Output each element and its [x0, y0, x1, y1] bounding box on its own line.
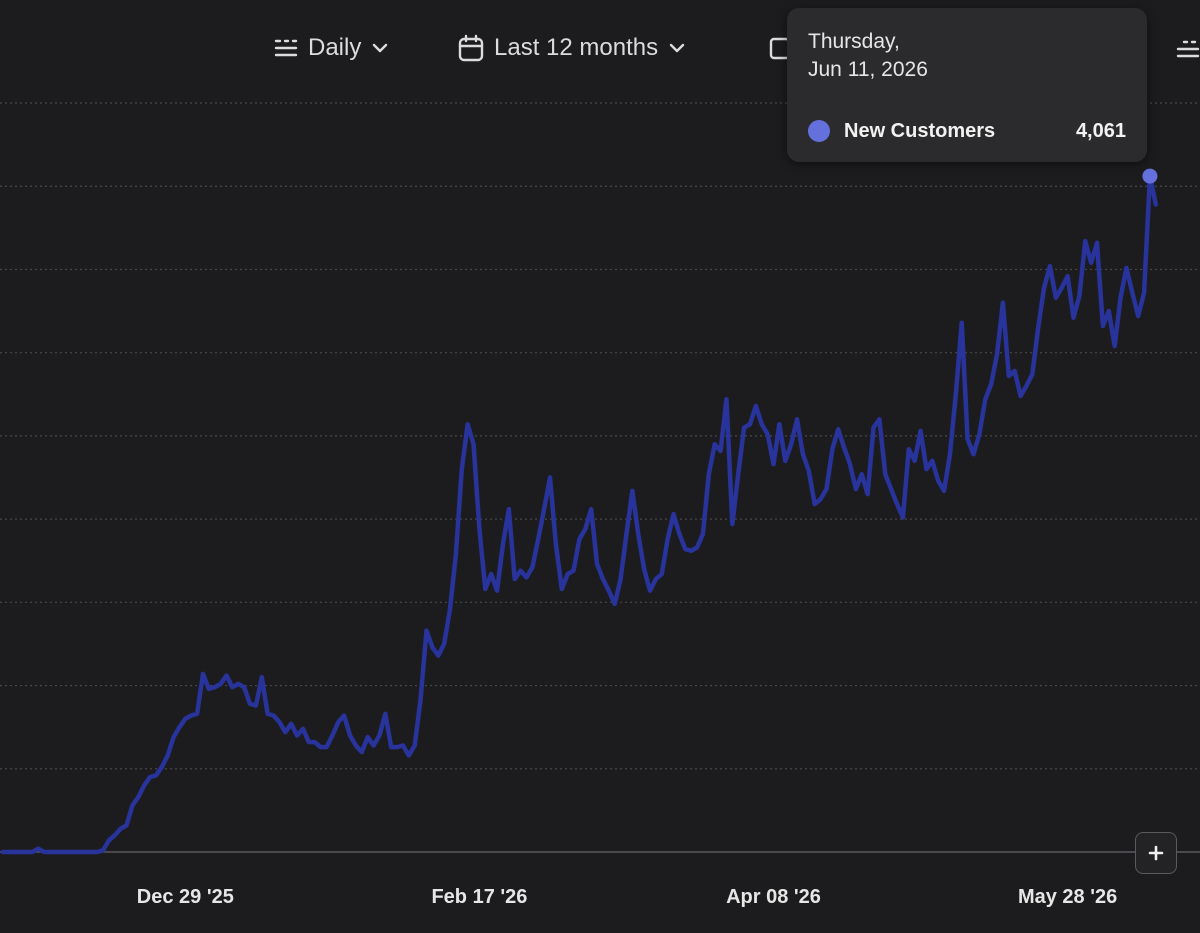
x-tick-label: May 28 '26	[1018, 886, 1117, 908]
x-tick-label: Dec 29 '25	[137, 886, 234, 908]
tooltip-series: New Customers	[844, 119, 996, 142]
hover-point	[1142, 168, 1158, 184]
tooltip-swatch	[808, 120, 830, 142]
chevron	[373, 43, 388, 53]
tooltip-date: Jun 11, 2026	[808, 58, 928, 81]
interval-label: Daily	[308, 34, 362, 61]
data-line	[0, 173, 1159, 855]
zoom-in-button[interactable]	[1135, 832, 1177, 874]
chevron	[669, 43, 685, 53]
tooltip-row: New Customers 4,061	[808, 116, 1126, 146]
interval-icon	[274, 39, 298, 57]
options-button[interactable]	[1176, 28, 1200, 68]
plus-icon	[1148, 845, 1164, 861]
calendar-icon	[458, 34, 484, 62]
tooltip-day: Thursday,	[808, 30, 900, 53]
options-icon	[1176, 40, 1200, 58]
range-label: Last 12 months	[494, 34, 659, 61]
range-select[interactable]: Last 12 months	[458, 28, 686, 68]
tooltip: Thursday, Jun 11, 2026 New Customers 4,0…	[787, 8, 1147, 162]
tooltip-value: 4,061	[1075, 119, 1126, 142]
x-tick-label: Feb 17 '26	[431, 886, 527, 908]
interval-select[interactable]: Daily	[274, 28, 389, 68]
x-tick-label: Apr 08 '26	[726, 886, 821, 908]
